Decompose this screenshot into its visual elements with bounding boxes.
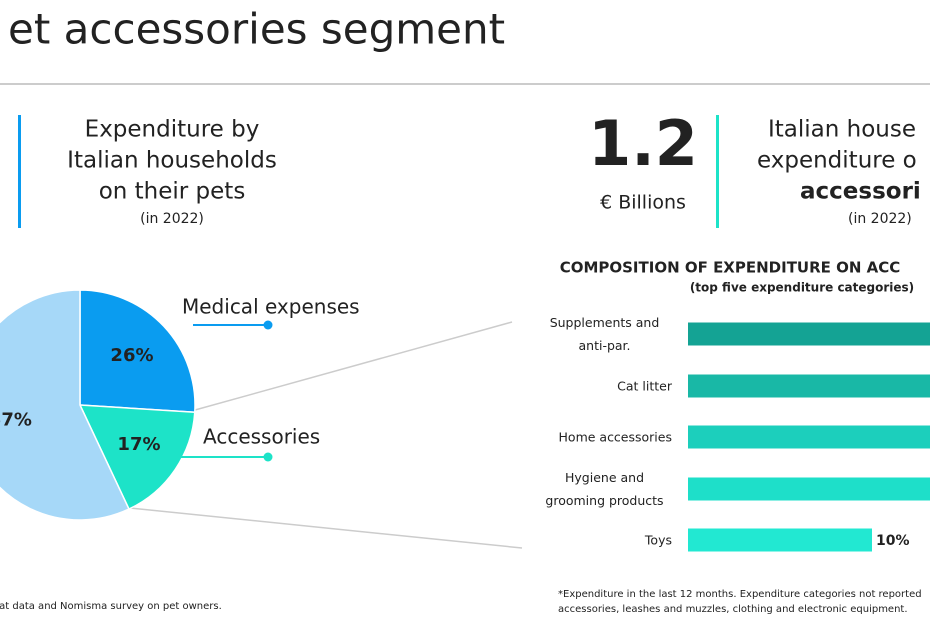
slice-label: 17% xyxy=(117,434,160,455)
header-line-bold: accessori xyxy=(800,179,921,205)
bar-value-label: 10% xyxy=(876,533,910,549)
footnote: *Expenditure in the last 12 months. Expe… xyxy=(558,589,922,600)
pie-slice xyxy=(0,289,130,521)
slice-label: 26% xyxy=(110,345,153,366)
bar xyxy=(688,374,930,398)
bar xyxy=(688,477,930,501)
category-text: Home accessories xyxy=(558,429,672,445)
category-label: Home accessories xyxy=(559,426,672,449)
accent-bar xyxy=(18,115,21,228)
category-text: Cat litter xyxy=(617,378,672,394)
header-line: on their pets xyxy=(99,179,246,205)
category-label: Cat litter xyxy=(617,375,672,398)
slice-label: 57% xyxy=(0,410,32,431)
header-note: (in 2022) xyxy=(140,211,204,227)
bar xyxy=(688,322,930,346)
slice-name: Accessories xyxy=(203,425,320,449)
accent-bar xyxy=(716,115,719,228)
zoom-line xyxy=(129,507,523,549)
footnote: accessories, leashes and muzzles, clothi… xyxy=(558,604,908,615)
category-text: Hygiene and grooming products xyxy=(545,470,664,508)
source: stat data and Nomisma survey on pet owne… xyxy=(0,601,222,612)
category-label: Supplements and anti-par. xyxy=(537,311,672,357)
kpi-unit: € Billions xyxy=(600,192,686,214)
header-line: Expenditure by xyxy=(85,117,260,143)
slice-name: Medical expenses xyxy=(182,295,360,319)
leader-dot xyxy=(263,320,273,330)
header-note: (in 2022) xyxy=(848,211,912,227)
category-label: Toys xyxy=(645,529,672,552)
category-label: Hygiene and grooming products xyxy=(537,466,672,512)
pie-slice xyxy=(79,289,196,414)
leader-dot xyxy=(263,452,273,462)
bar xyxy=(688,528,872,552)
kpi-value: 1.2 xyxy=(588,107,698,180)
slide-title: et accessories segment xyxy=(8,5,505,54)
zoom-line xyxy=(194,321,513,411)
category-text: Supplements and anti-par. xyxy=(549,315,660,353)
bar xyxy=(688,425,930,449)
pie-slice xyxy=(78,404,196,511)
category-text: Toys xyxy=(644,532,672,548)
header-line: Italian house xyxy=(768,117,916,143)
header-line: Italian households xyxy=(67,148,277,174)
bar-title: COMPOSITION OF EXPENDITURE ON ACC xyxy=(560,259,901,277)
bar-subtitle: (top five expenditure categories) xyxy=(690,281,914,295)
header-line: expenditure o xyxy=(757,148,917,174)
